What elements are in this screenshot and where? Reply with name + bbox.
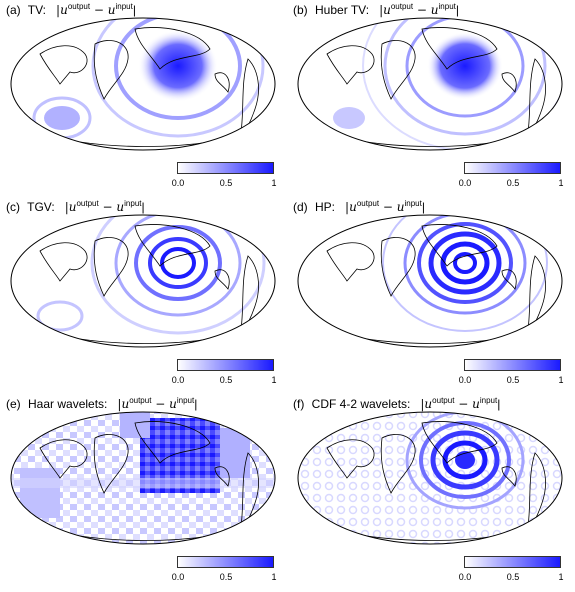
- colorbar-tick-0: 0.0: [458, 375, 472, 385]
- colorbar-tick-05: 0.5: [219, 572, 233, 582]
- colorbar: [177, 556, 274, 568]
- colorbar-tick-05: 0.5: [219, 375, 233, 385]
- coastline: [39, 439, 88, 479]
- panel-title: (e) Haar wavelets: |uoutput − uinput|: [6, 396, 198, 411]
- panel-e: (e) Haar wavelets: |uoutput − uinput|: [0, 394, 287, 591]
- coastline: [326, 242, 375, 282]
- colorbar-tick-0: 0.0: [458, 178, 472, 188]
- panel-title: (a) TV: |uoutput − uinput|: [6, 2, 136, 17]
- mollweide-map: [297, 17, 563, 151]
- error-ring: [455, 451, 475, 469]
- colorbar: [464, 359, 561, 371]
- mollweide-map: [10, 411, 276, 545]
- colorbar-tick-1: 1: [558, 375, 564, 385]
- colorbar-tick-1: 1: [558, 572, 564, 582]
- mollweide-map: [297, 411, 563, 545]
- colorbar-tick-0: 0.0: [171, 178, 185, 188]
- mollweide-map: [297, 214, 563, 348]
- mollweide-map: [10, 17, 276, 151]
- colorbar-tick-0: 0.0: [171, 572, 185, 582]
- panel-a: (a) TV: |uoutput − uinput|: [0, 0, 287, 197]
- panel-b: (b) Huber TV: |uoutput − uinput|: [287, 0, 574, 197]
- panel-title: (d) HP: |uoutput − uinput|: [293, 199, 425, 214]
- colorbar: [464, 556, 561, 568]
- panel-f: (f) CDF 4-2 wavelets: |uoutput − uinput|: [287, 394, 574, 591]
- panel-title: (f) CDF 4-2 wavelets: |uoutput − uinput|: [293, 396, 501, 411]
- colorbar-tick-1: 1: [558, 178, 564, 188]
- coastline: [39, 242, 88, 282]
- coastline: [39, 45, 88, 85]
- error-ring: [160, 247, 196, 279]
- mollweide-map: [10, 214, 276, 348]
- coastline: [326, 45, 375, 85]
- colorbar-tick-1: 1: [271, 572, 277, 582]
- colorbar-tick-05: 0.5: [506, 572, 520, 582]
- panel-title: (c) TGV: |uoutput − uinput|: [6, 199, 145, 214]
- panel-title: (b) Huber TV: |uoutput − uinput|: [293, 2, 459, 17]
- colorbar-tick-05: 0.5: [506, 178, 520, 188]
- panel-c: (c) TGV: |uoutput − uinput| 0.0 0.5 1: [0, 197, 287, 394]
- colorbar-tick-1: 1: [271, 375, 277, 385]
- error-blob: [138, 30, 218, 102]
- colorbar: [177, 359, 274, 371]
- colorbar-tick-0: 0.0: [458, 572, 472, 582]
- colorbar-tick-05: 0.5: [506, 375, 520, 385]
- coastline: [326, 439, 375, 479]
- colorbar-tick-05: 0.5: [219, 178, 233, 188]
- colorbar: [464, 162, 561, 174]
- colorbar: [177, 162, 274, 174]
- panel-d: (d) HP: |uoutput − uinput| 0.0 0.5 1: [287, 197, 574, 394]
- error-ring: [453, 252, 477, 274]
- colorbar-tick-1: 1: [271, 178, 277, 188]
- colorbar-tick-0: 0.0: [171, 375, 185, 385]
- error-blob: [427, 32, 503, 100]
